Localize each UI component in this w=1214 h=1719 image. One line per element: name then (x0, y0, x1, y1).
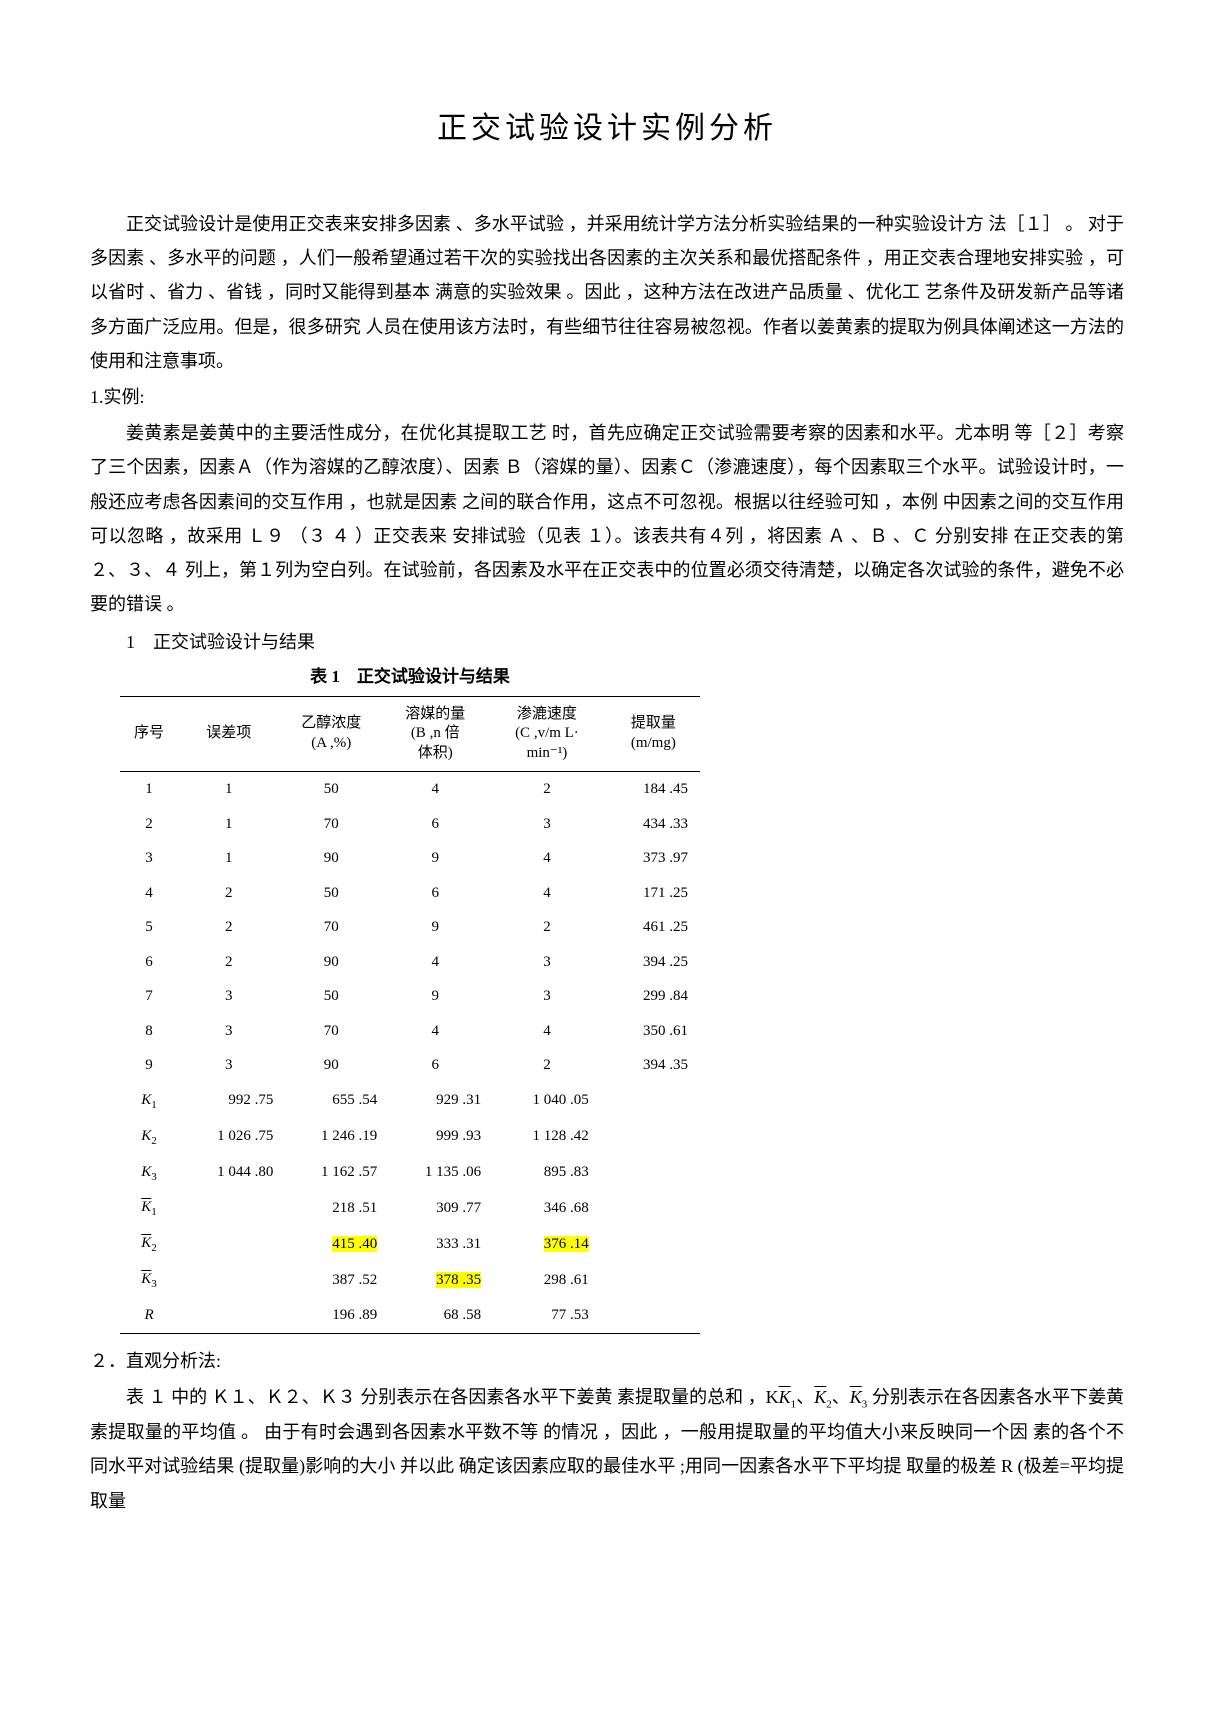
paragraph-2: 姜黄素是姜黄中的主要活性成分，在优化其提取工艺 时，首先应确定正交试验需要考察的… (90, 416, 1124, 621)
table-row: 939062394 .35 (120, 1048, 700, 1083)
section-1-label: 1.实例: (90, 380, 1124, 414)
table-k-row: K31 044 .801 162 .571 135 .06895 .83 (120, 1155, 700, 1191)
kbar-1: K (779, 1387, 791, 1407)
kbar-3: K (850, 1387, 862, 1407)
th-a: 乙醇浓度(A ,%) (279, 696, 383, 772)
table-caption-line: 1 正交试验设计与结果 (90, 625, 1124, 659)
table-r-row: R196 .8968 .5877 .53 (120, 1298, 700, 1333)
paragraph-1: 正交试验设计是使用正交表来安排多因素 、多水平试验 ，并采用统计学方法分析实验结… (90, 207, 1124, 378)
th-extract: 提取量(m/mg) (607, 696, 700, 772)
table-kbar-row: K1218 .51309 .77346 .68 (120, 1190, 700, 1226)
table-row: 527092461 .25 (120, 910, 700, 945)
th-err: 误差项 (178, 696, 279, 772)
section-2-label: ２．直观分析法: (90, 1344, 1124, 1378)
table-k-row: K1992 .75655 .54929 .311 040 .05 (120, 1083, 700, 1119)
table-k-row: K21 026 .751 246 .19999 .931 128 .42 (120, 1119, 700, 1155)
table-row: 735093299 .84 (120, 979, 700, 1014)
table-row: 425064171 .25 (120, 876, 700, 911)
th-seq: 序号 (120, 696, 178, 772)
th-c: 渗漉速度(C ,v/m L·min⁻¹) (487, 696, 607, 772)
page-title: 正交试验设计实例分析 (90, 100, 1124, 157)
th-b: 溶媒的量(B ,n 倍体积) (383, 696, 487, 772)
table-body: 115042184 .45217063434 .33319094373 .974… (120, 772, 700, 1333)
table-1: 序号 误差项 乙醇浓度(A ,%) 溶媒的量(B ,n 倍体积) 渗漉速度(C … (120, 696, 700, 1334)
table-row: 629043394 .25 (120, 945, 700, 980)
table-kbar-row: K2415 .40333 .31376 .14 (120, 1226, 700, 1262)
paragraph-3: 表 １ 中的 Ｋ１、Ｋ２、Ｋ３ 分别表示在各因素各水平下姜黄 素提取量的总和 ，… (90, 1380, 1124, 1518)
kbar-2: K (814, 1387, 826, 1407)
table-row: 217063434 .33 (120, 807, 700, 842)
table-1-title: 表 1 正交试验设计与结果 (120, 661, 700, 693)
table-row: 319094373 .97 (120, 841, 700, 876)
table-row: 837044350 .61 (120, 1014, 700, 1049)
table-kbar-row: K3387 .52378 .35298 .61 (120, 1262, 700, 1298)
table-row: 115042184 .45 (120, 772, 700, 807)
table-1-wrap: 表 1 正交试验设计与结果 序号 误差项 乙醇浓度(A ,%) 溶媒的量(B ,… (120, 661, 700, 1333)
para3-prefix: 表 １ 中的 Ｋ１、Ｋ２、Ｋ３ 分别表示在各因素各水平下姜黄 素提取量的总和 ，… (126, 1387, 779, 1407)
